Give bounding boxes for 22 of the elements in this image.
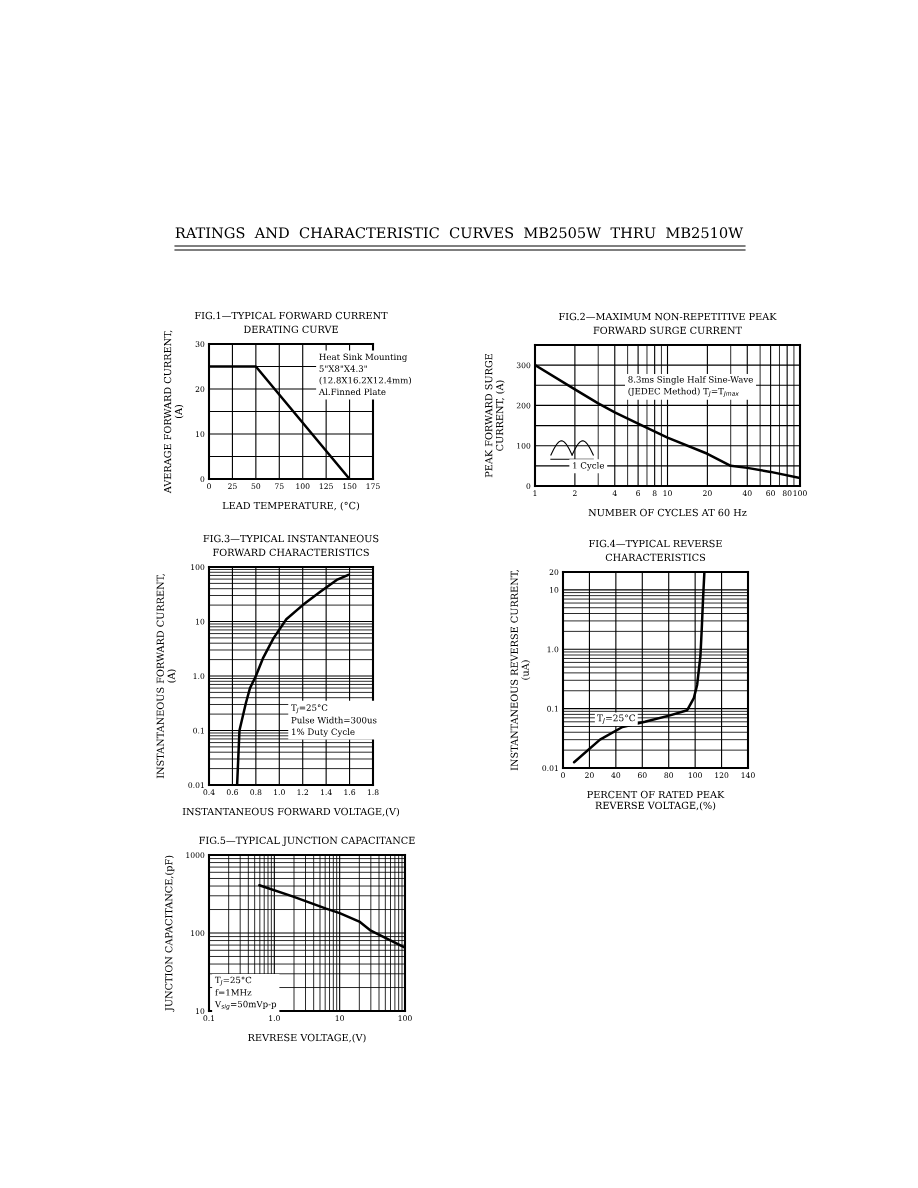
chart-title: FIG.4—TYPICAL REVERSE CHARACTERISTICS: [589, 539, 722, 562]
x-axis-title: LEAD TEMPERATURE, (°C): [222, 501, 360, 511]
y-axis-title: PEAK FORWARD SURGE CURRENT, (A): [485, 353, 505, 478]
y-axis-title: AVERAGE FORWARD CURRENT, (A): [163, 330, 184, 494]
annotation: 8.3ms Single Half Sine-Wave (JEDEC Method) T$_{J}$=T$_{Jmax}$: [628, 376, 753, 397]
chart-title: FIG.1—TYPICAL FORWARD CURRENT DERATING CURVE: [194, 311, 388, 334]
y-axis-title: JUNCTION CAPACITANCE,(pF): [164, 855, 175, 1012]
annotation: T$_{J}$=25°C f=1MHz V$_{sig}$=50mVp-p: [214, 976, 277, 1010]
x-axis-title: PERCENT OF RATED PEAK REVERSE VOLTAGE,(%): [587, 790, 725, 811]
x-axis-title: REVRESE VOLTAGE,(V): [248, 1033, 366, 1043]
text: RATINGS AND CHARACTERISTIC CURVES MB2505W THRU MB2510W: [175, 227, 744, 239]
x-axis-title: INSTANTANEOUS FORWARD VOLTAGE,(V): [182, 807, 399, 817]
chart-title: FIG.3—TYPICAL INSTANTANEOUS FORWARD CHARACTERISTICS: [203, 534, 379, 557]
annotation: Heat Sink Mounting 5"X8"X4.3" (12.8X16.2X12.4mm) Al.Finned Plate: [318, 353, 412, 396]
annotation: 1 Cycle: [573, 462, 605, 471]
chart-title: FIG.2—MAXIMUM NON-REPETITIVE PEAK FORWARD SURGE CURRENT: [559, 312, 777, 335]
y-axis-title: INSTANTANEOUS FORWARD CURRENT, (A): [156, 574, 177, 779]
chart-title: FIG.5—TYPICAL JUNCTION CAPACITANCE: [199, 836, 415, 846]
x-axis-title: NUMBER OF CYCLES AT 60 Hz: [588, 508, 747, 517]
annotation: T$_{J}$=25°C: [597, 714, 636, 724]
annotation: T$_{J}$=25°C Pulse Width=300us 1% Duty Cycle: [291, 704, 377, 737]
y-axis-title: INSTANTANEOUS REVERSE CURRENT, (uA): [510, 570, 531, 771]
